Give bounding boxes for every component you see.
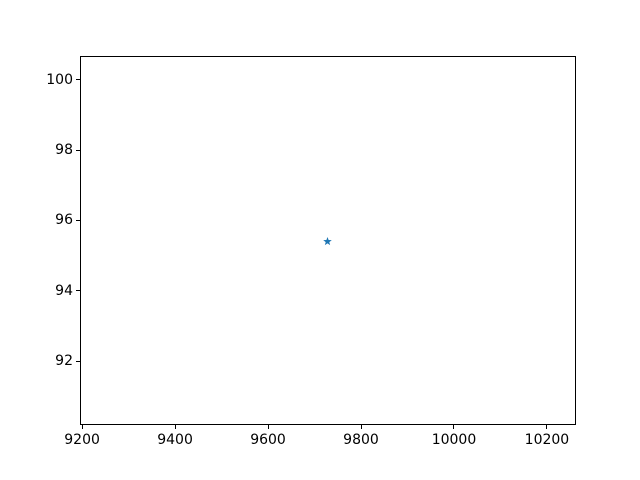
- y-tick-label: 96: [55, 212, 73, 229]
- x-tick-mark: [546, 425, 548, 429]
- y-tick-label: 98: [55, 142, 73, 159]
- x-tick-label: 10200: [524, 432, 570, 448]
- x-tick-label: 10000: [431, 432, 477, 448]
- x-tick-mark: [453, 425, 455, 429]
- y-tick-label: 92: [55, 353, 73, 370]
- x-tick-label: 9200: [64, 432, 100, 448]
- y-tick-mark: [76, 360, 80, 362]
- y-tick-label: 100: [46, 71, 73, 88]
- x-tick-label: 9400: [157, 432, 193, 448]
- x-tick-mark: [174, 425, 176, 429]
- y-tick-mark: [76, 149, 80, 151]
- x-tick-label: 9600: [250, 432, 286, 448]
- y-tick-mark: [76, 290, 80, 292]
- x-tick-mark: [360, 425, 362, 429]
- x-tick-label: 9800: [343, 432, 379, 448]
- y-tick-mark: [76, 79, 80, 81]
- star-marker-icon: [322, 237, 332, 246]
- x-tick-mark: [81, 425, 83, 429]
- plot-area: 9200 9400 9600 9800 10000 10200 92 94 96 98 100: [46, 56, 576, 447]
- y-tick-mark: [76, 219, 80, 221]
- x-tick-mark: [267, 425, 269, 429]
- y-tick-label: 94: [55, 282, 73, 299]
